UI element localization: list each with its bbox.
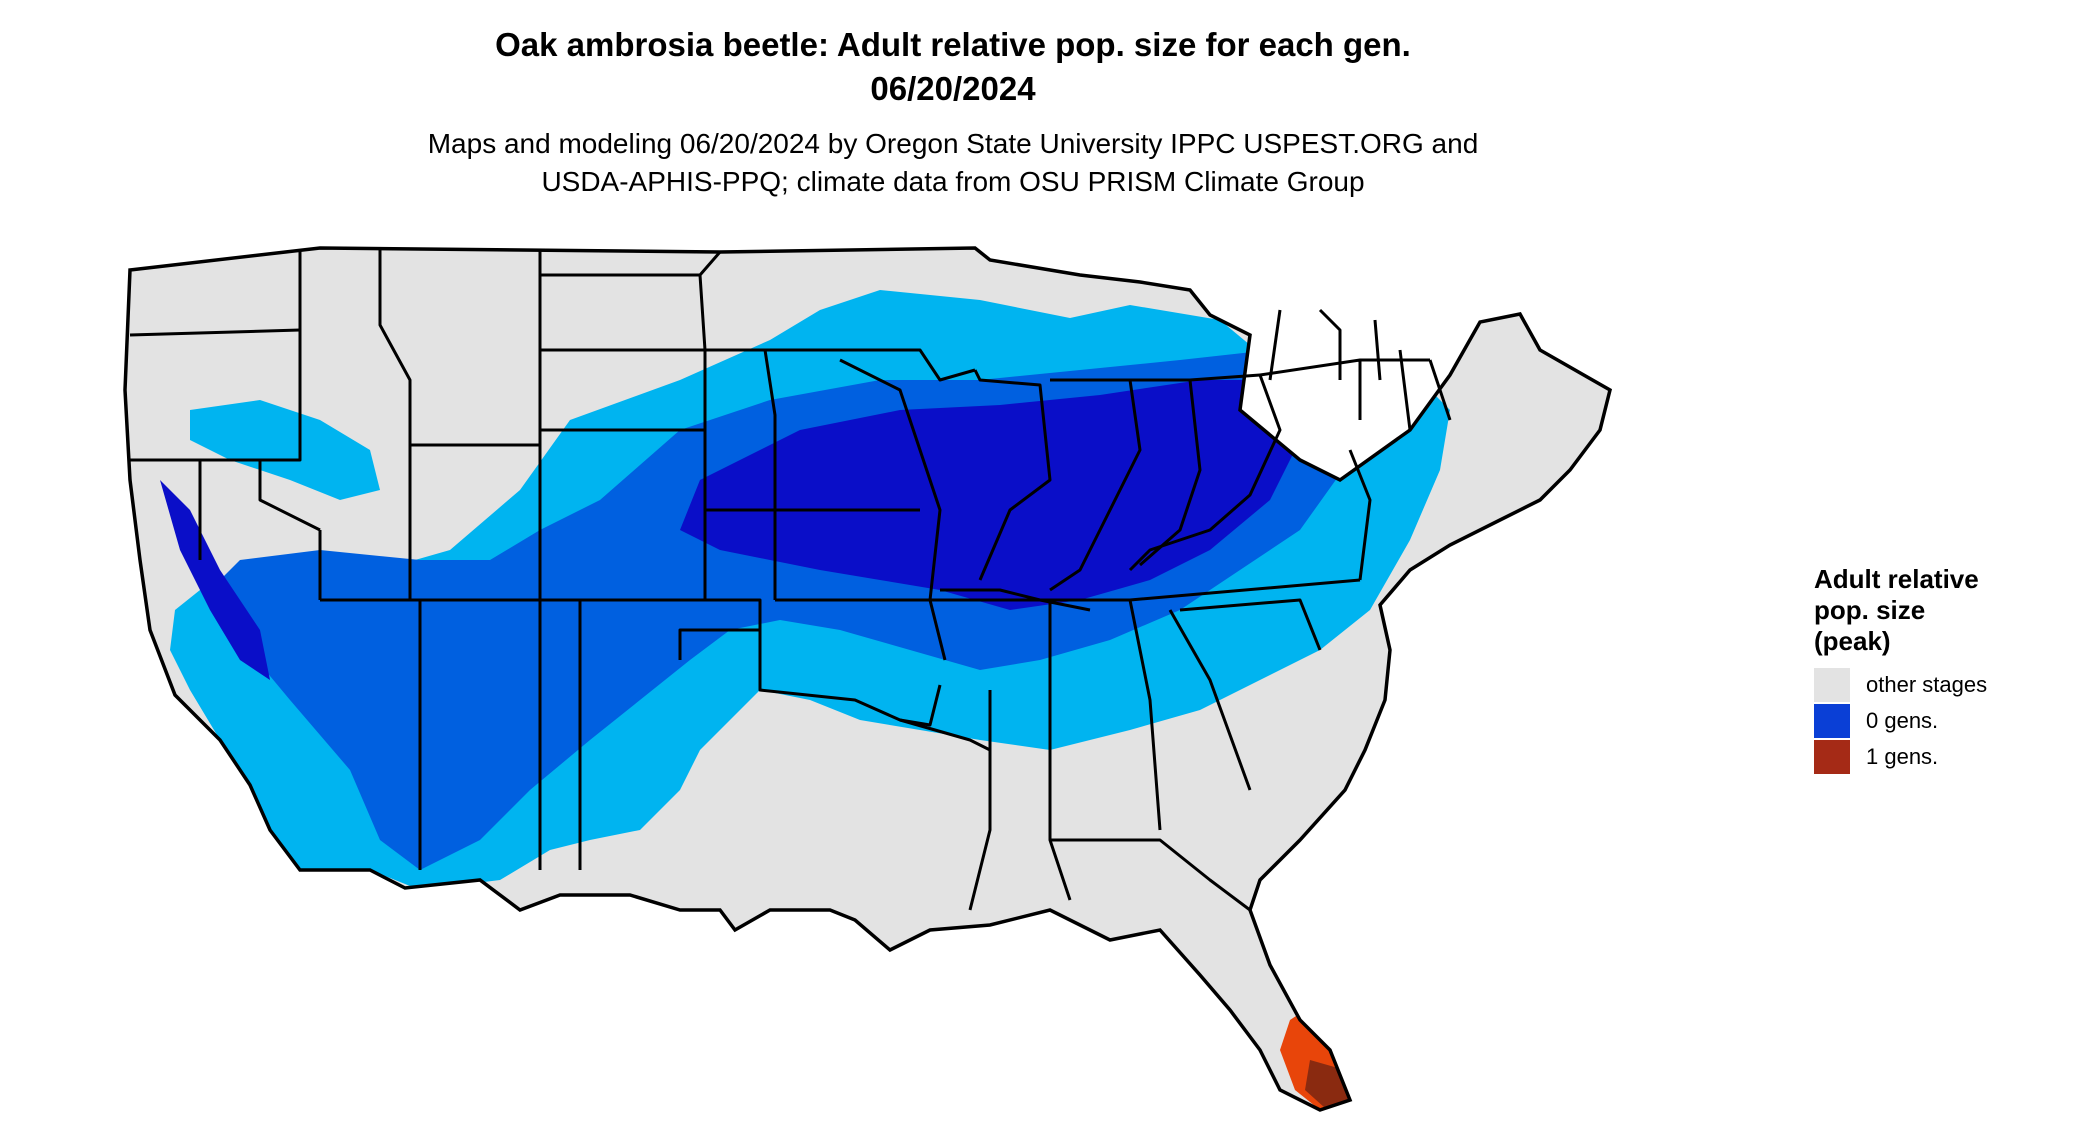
texas-dark-red [845,1000,878,1035]
legend-label-other-stages: other stages [1866,672,1988,697]
legend-swatch-1-gens [1814,740,1850,774]
legend-title-line-2: pop. size [1814,595,1926,625]
legend-swatch-0-gens [1814,704,1850,738]
legend-title-line-3: (peak) [1814,626,1891,656]
dark-blue-west [160,480,270,680]
light-blue-west-patch [190,400,380,500]
map-subtitle-line-1: Maps and modeling 06/20/2024 by Oregon S… [427,128,1479,159]
map-title-line-2: 06/20/2024 [870,70,1036,107]
us-map [123,246,1612,1112]
legend-label-1-gens: 1 gens. [1866,744,1939,769]
texas-red-zone [810,940,890,1040]
legend-swatch-other-stages [1814,668,1850,702]
model-layer [160,290,1450,1110]
legend-label-0-gens: 0 gens. [1866,708,1939,733]
state-borders [129,250,1452,912]
map-title-line-1: Oak ambrosia beetle: Adult relative pop.… [495,26,1411,63]
map-subtitle-line-2: USDA-APHIS-PPQ; climate data from OSU PR… [541,166,1365,197]
legend-title-line-1: Adult relative [1814,564,1979,594]
